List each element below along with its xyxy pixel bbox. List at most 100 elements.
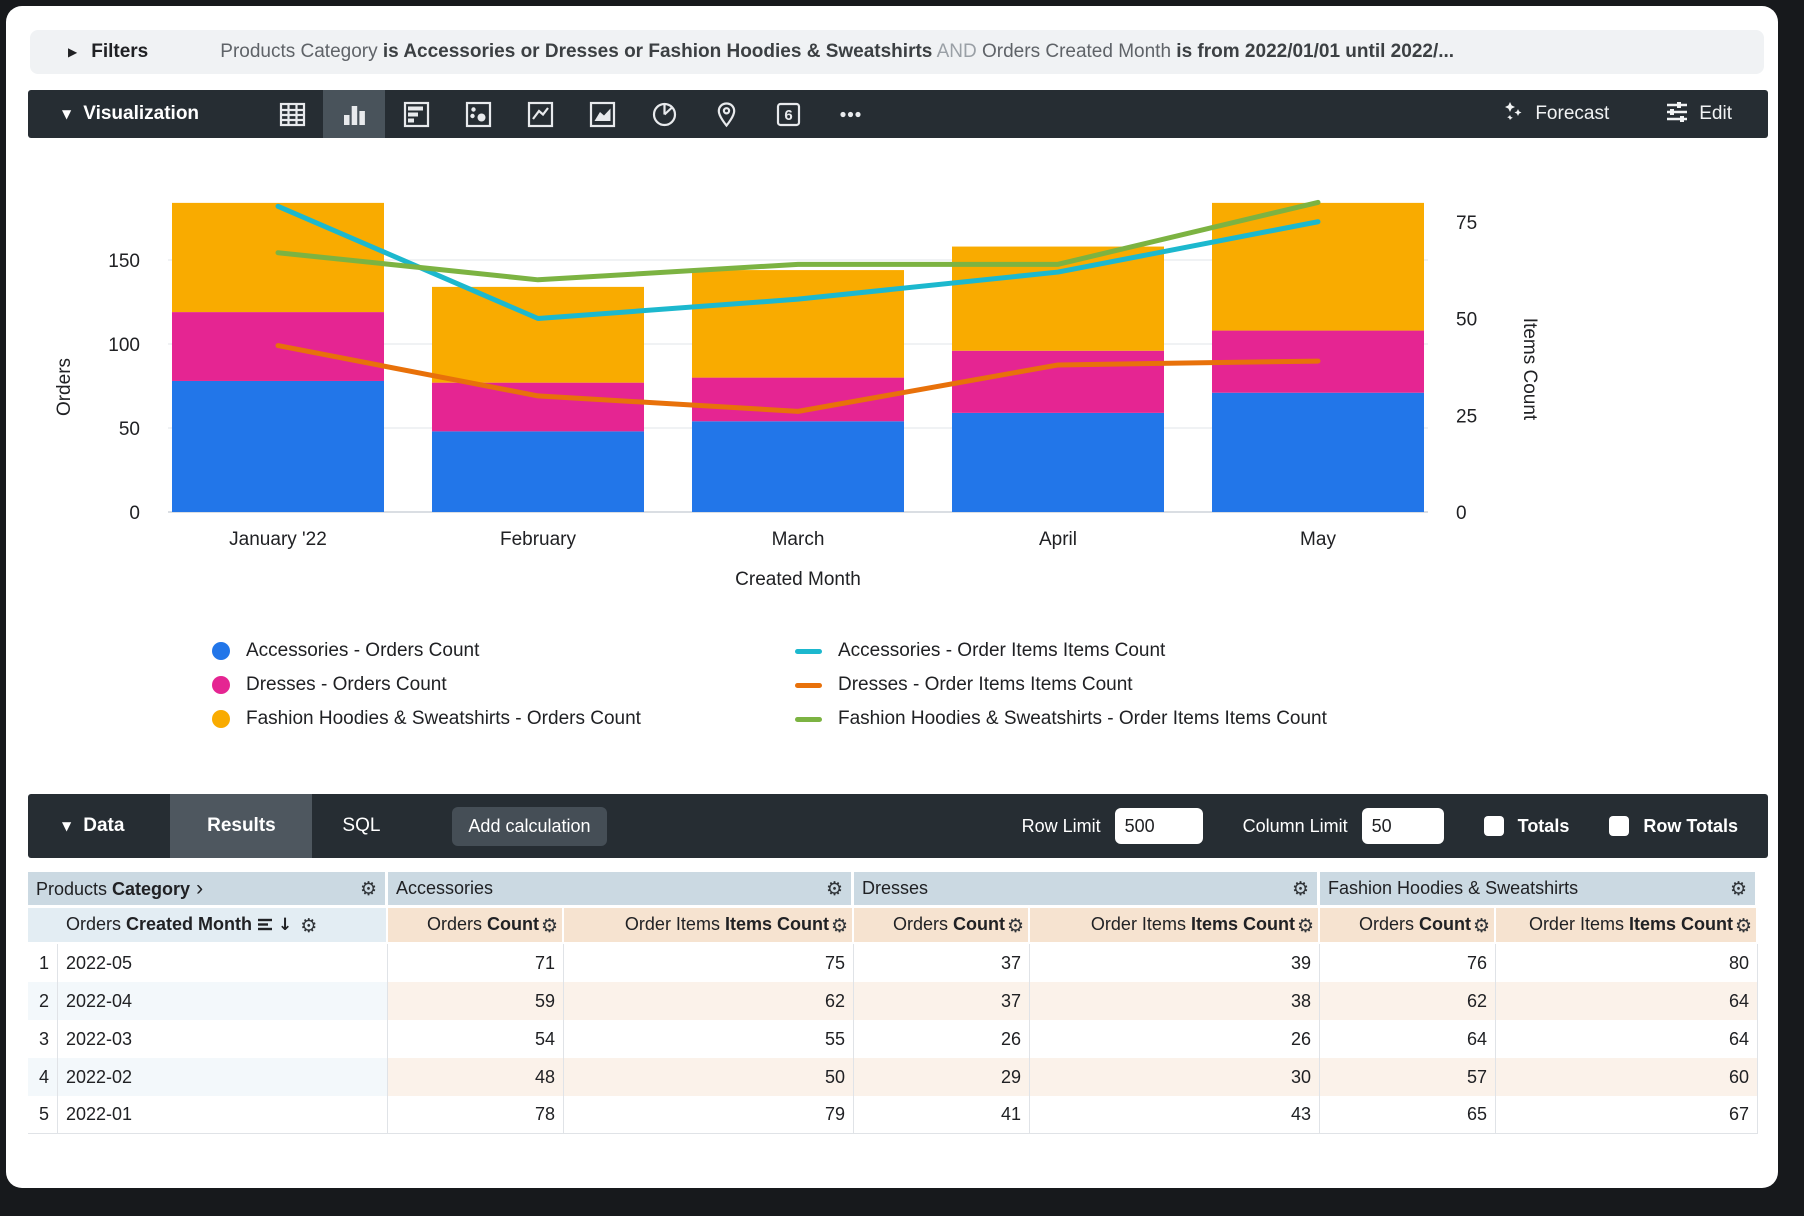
measure-column-header[interactable]: Orders Count ⚙: [854, 908, 1031, 944]
measure-cell[interactable]: 71: [388, 944, 564, 982]
gear-icon[interactable]: ⚙: [1734, 914, 1753, 937]
viz-type-more-icon[interactable]: [819, 90, 881, 138]
column-group-header[interactable]: Accessories ⚙: [388, 872, 855, 908]
viz-type-column-icon[interactable]: [323, 90, 386, 138]
visualization-chart[interactable]: 0 50 100 150 0 25 50 75 Orders Items Count January…: [28, 137, 1728, 612]
filter-segment: Products Category: [220, 41, 378, 62]
gear-icon[interactable]: ⚙: [1291, 877, 1310, 900]
measure-cell[interactable]: 57: [1320, 1058, 1497, 1096]
dimension-cell[interactable]: 2022-03: [58, 1020, 388, 1058]
totals-checkbox[interactable]: [1483, 816, 1504, 836]
legend-item[interactable]: Dresses - Orders Count: [212, 668, 641, 702]
measure-cell[interactable]: 55: [564, 1020, 855, 1058]
legend-item[interactable]: Dresses - Order Items Items Count: [795, 668, 1327, 702]
viz-type-single-value-icon[interactable]: 6: [757, 90, 819, 138]
dimension-column-header[interactable]: Orders Created Month ↓ ⚙: [28, 908, 388, 944]
drill-chevron-icon[interactable]: ›: [196, 876, 204, 900]
viz-type-bar-icon[interactable]: [385, 90, 447, 138]
data-title: Data: [83, 815, 125, 836]
svg-text:0: 0: [1456, 503, 1467, 524]
edit-button[interactable]: Edit: [1665, 99, 1732, 129]
column-group-header[interactable]: Dresses ⚙: [854, 872, 1321, 908]
measure-cell[interactable]: 64: [1320, 1020, 1497, 1058]
add-calculation-button[interactable]: Add calculation: [452, 806, 607, 846]
measure-cell[interactable]: 26: [854, 1020, 1031, 1058]
dimension-cell[interactable]: 2022-05: [58, 944, 388, 982]
legend-item[interactable]: Fashion Hoodies & Sweatshirts - Orders C…: [212, 702, 641, 736]
measure-cell[interactable]: 80: [1496, 944, 1759, 982]
gear-icon[interactable]: ⚙: [359, 877, 377, 900]
measure-cell[interactable]: 30: [1030, 1058, 1321, 1096]
dimension-cell[interactable]: 2022-04: [58, 982, 388, 1020]
gear-icon[interactable]: ⚙: [825, 877, 844, 900]
measure-cell[interactable]: 76: [1320, 944, 1497, 982]
measure-column-header[interactable]: Order Items Items Count ⚙: [564, 908, 855, 944]
measure-cell[interactable]: 50: [564, 1058, 855, 1096]
measure-column-header[interactable]: Orders Count ⚙: [388, 908, 564, 944]
measure-column-header[interactable]: Order Items Items Count ⚙: [1030, 908, 1321, 944]
measure-cell[interactable]: 67: [1496, 1096, 1759, 1134]
measure-cell[interactable]: 37: [854, 944, 1031, 982]
measure-cell[interactable]: 60: [1496, 1058, 1759, 1096]
forecast-sparkle-icon: [1501, 99, 1525, 129]
legend-item[interactable]: Accessories - Order Items Items Count: [795, 634, 1327, 668]
gear-icon[interactable]: ⚙: [540, 914, 558, 937]
measure-cell[interactable]: 29: [854, 1058, 1031, 1096]
dimension-cell[interactable]: 2022-01: [58, 1096, 388, 1134]
viz-type-scatter-icon[interactable]: [447, 90, 509, 138]
measure-cell[interactable]: 48: [388, 1058, 564, 1096]
measure-cell[interactable]: 41: [854, 1096, 1031, 1134]
measure-cell[interactable]: 62: [564, 982, 855, 1020]
viz-type-table-icon[interactable]: [261, 90, 323, 138]
legend-item[interactable]: Accessories - Orders Count: [212, 634, 641, 668]
measure-cell[interactable]: 64: [1496, 1020, 1759, 1058]
column-limit-input[interactable]: [1361, 808, 1444, 844]
gear-icon[interactable]: ⚙: [1006, 914, 1025, 937]
filters-expand-caret-icon[interactable]: ▶: [68, 45, 78, 59]
viz-type-area-icon[interactable]: [571, 90, 633, 138]
svg-text:50: 50: [1456, 310, 1477, 331]
row-totals-checkbox[interactable]: [1609, 816, 1630, 836]
measure-cell[interactable]: 26: [1030, 1020, 1321, 1058]
dimension-cell[interactable]: 2022-02: [58, 1058, 388, 1096]
combo-chart-svg[interactable]: 0 50 100 150 0 25 50 75 Orders Items Count January…: [28, 137, 1728, 612]
forecast-button[interactable]: Forecast: [1501, 99, 1609, 129]
gear-icon[interactable]: ⚙: [1472, 914, 1491, 937]
filters-bar[interactable]: ▶ Filters Products Category is Accessori…: [30, 30, 1764, 74]
results-table-zone: Products Category › ⚙ Accessories ⚙ Dresses ⚙ F…: [28, 872, 1759, 1134]
gear-icon[interactable]: ⚙: [300, 914, 318, 937]
measure-cell[interactable]: 59: [388, 982, 564, 1020]
svg-text:150: 150: [108, 251, 140, 272]
column-group-header[interactable]: Fashion Hoodies & Sweatshirts ⚙: [1320, 872, 1759, 908]
viz-type-line-icon[interactable]: [509, 90, 571, 138]
column-group-header[interactable]: Products Category › ⚙: [28, 872, 388, 908]
gear-icon[interactable]: ⚙: [830, 914, 849, 937]
tab-results[interactable]: Results: [170, 794, 313, 858]
measure-cell[interactable]: 54: [388, 1020, 564, 1058]
measure-cell[interactable]: 65: [1320, 1096, 1497, 1134]
gear-icon[interactable]: ⚙: [1296, 914, 1315, 937]
measure-column-header[interactable]: Order Items Items Count ⚙: [1496, 908, 1759, 944]
measure-cell[interactable]: 37: [854, 982, 1031, 1020]
measure-cell[interactable]: 38: [1030, 982, 1321, 1020]
measure-cell[interactable]: 75: [564, 944, 855, 982]
legend-item[interactable]: Fashion Hoodies & Sweatshirts - Order It…: [795, 702, 1327, 736]
gear-icon[interactable]: ⚙: [1729, 877, 1748, 900]
measure-column-header[interactable]: Orders Count ⚙: [1320, 908, 1497, 944]
legend-label: Dresses - Orders Count: [246, 674, 447, 695]
measure-cell[interactable]: 62: [1320, 982, 1497, 1020]
visualization-collapse-caret-icon[interactable]: ▼: [62, 107, 72, 121]
tab-sql[interactable]: SQL: [342, 815, 381, 836]
viz-type-pie-icon[interactable]: [633, 90, 695, 138]
svg-text:75: 75: [1456, 213, 1477, 234]
data-collapse-caret-icon[interactable]: ▼: [62, 819, 72, 833]
visualization-toolbar: ▼ Visualization 6 Forecast Edit: [28, 90, 1768, 138]
measure-cell[interactable]: 78: [388, 1096, 564, 1134]
measure-cell[interactable]: 64: [1496, 982, 1759, 1020]
viz-type-map-icon[interactable]: [695, 90, 757, 138]
measure-cell[interactable]: 43: [1030, 1096, 1321, 1134]
row-limit-label: Row Limit: [1021, 815, 1101, 836]
measure-cell[interactable]: 39: [1030, 944, 1321, 982]
measure-cell[interactable]: 79: [564, 1096, 855, 1134]
row-limit-input[interactable]: [1114, 808, 1203, 844]
